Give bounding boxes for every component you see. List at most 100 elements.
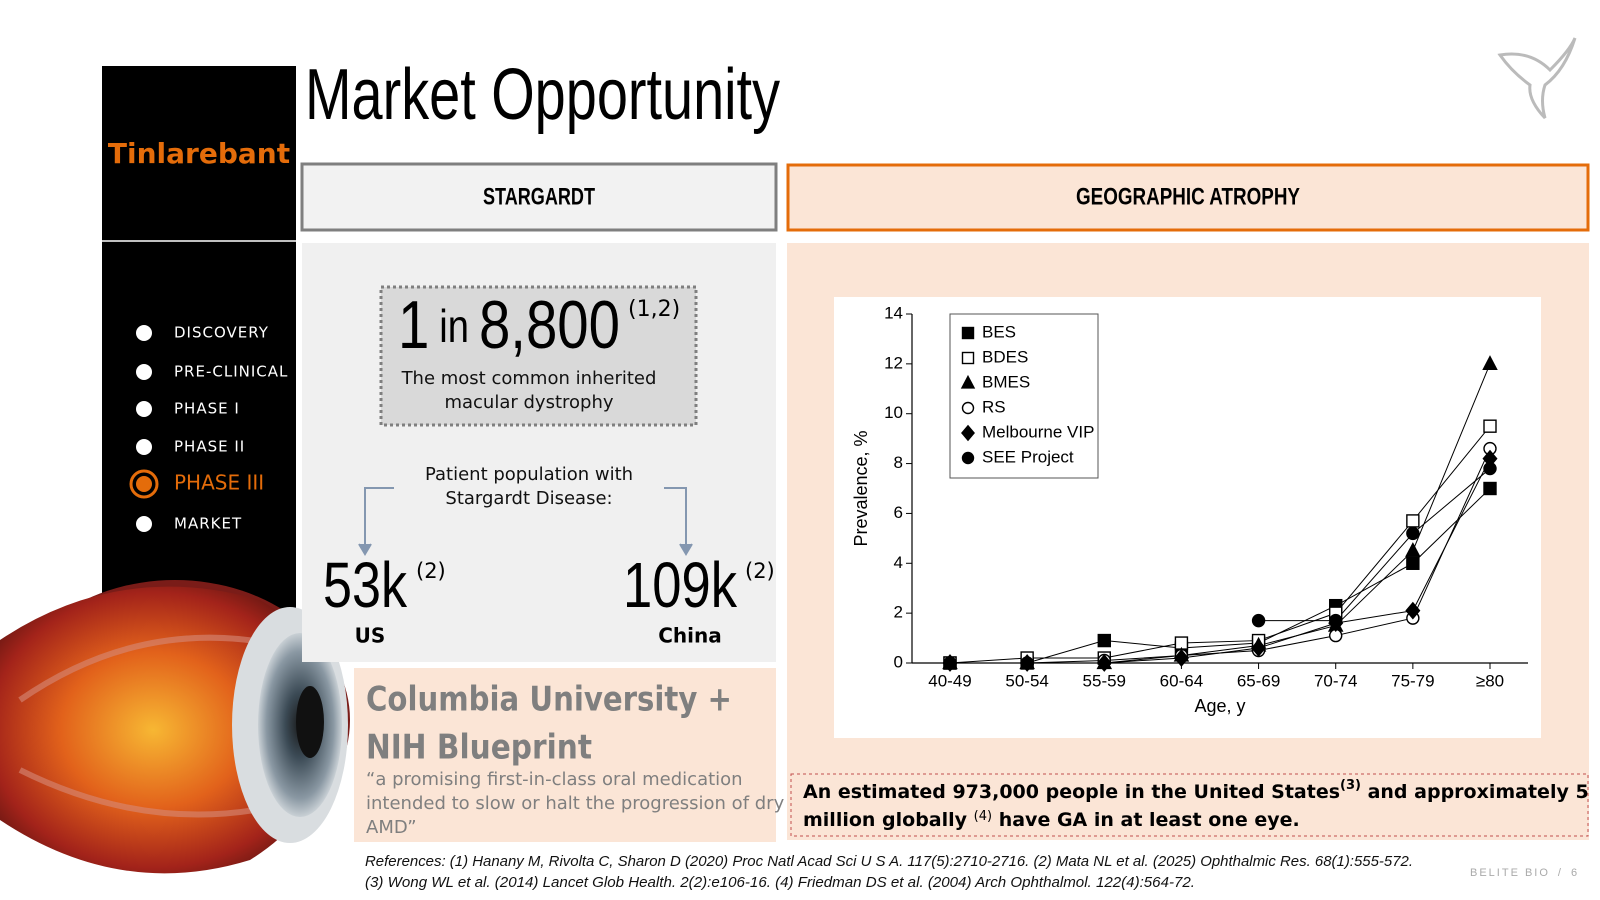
legend-marker [961, 451, 975, 465]
logo [1497, 37, 1577, 120]
legend-marker [961, 424, 975, 442]
phase-dot [136, 325, 152, 341]
data-point [1251, 613, 1266, 628]
legend-label: BDES [982, 347, 1028, 366]
prevalence-part: 8,800 [479, 287, 620, 363]
region-value: 109k [623, 549, 738, 621]
population-label: Stargardt Disease: [445, 488, 612, 509]
data-point [1173, 649, 1189, 667]
stargardt-heading: STARGARDT [483, 183, 595, 210]
note-box [790, 773, 1589, 837]
y-tick-label: 4 [894, 553, 903, 572]
data-point [1097, 633, 1111, 648]
brand: BELITE BIO [1470, 867, 1550, 879]
y-axis-label: Prevalence, % [851, 430, 871, 546]
ga-heading: GEOGRAPHIC ATROPHY [1076, 183, 1300, 210]
eye-illustration [0, 580, 350, 874]
phase-label: PRE-CLINICAL [174, 363, 288, 381]
y-tick-label: 8 [894, 453, 903, 472]
phase-dot [136, 364, 152, 380]
note-ref: (4) [974, 809, 992, 824]
legend-label: BES [982, 322, 1016, 341]
quote: intended to slow or halt the progression… [366, 793, 785, 814]
phase-label: DISCOVERY [174, 324, 269, 342]
region-ref: (2) [745, 559, 775, 583]
data-point [1405, 601, 1421, 620]
ga-header [786, 163, 1590, 232]
phase-list: DISCOVERY PRE-CLINICAL PHASE I PHASE II PHAS… [129, 324, 288, 533]
note-text: An estimated 973,000 people in the Unite… [803, 781, 1340, 803]
footer: BELITE BIO / 6 [1470, 867, 1579, 879]
y-tick-label: 14 [884, 303, 903, 322]
product-name: Tinlarebant [108, 137, 290, 170]
reference: References: (1) Hanany M, Rivolta C, Sha… [365, 854, 1413, 870]
population-label: Patient population with [425, 464, 633, 485]
x-axis-label: Age, y [1194, 696, 1245, 716]
columbia-title: NIH Blueprint [366, 728, 592, 768]
phase-dot [136, 439, 152, 455]
data-point [1483, 461, 1497, 476]
legend-marker [960, 374, 976, 389]
x-tick-label: ≥80 [1476, 671, 1504, 690]
reference: (3) Wong WL et al. (2014) Lancet Glob He… [365, 875, 1195, 891]
phase-label: PHASE II [174, 438, 245, 456]
note-text: million globally [803, 809, 974, 831]
phase-dot [129, 469, 159, 499]
data-point [1482, 355, 1498, 370]
phase-dot [136, 401, 152, 417]
note-text: and approximately 5 [1361, 781, 1589, 803]
sidebar [102, 66, 296, 626]
note: An estimated 973,000 people in the Unite… [803, 778, 1589, 803]
series-line [950, 488, 1491, 664]
series-line [949, 425, 1491, 664]
data-point [1251, 639, 1267, 657]
prevalence-part: 1 [398, 287, 429, 363]
prevalence-box [379, 285, 698, 427]
data-point [1406, 526, 1420, 541]
phase-label: PHASE III [174, 471, 264, 495]
y-tick-label: 0 [894, 652, 903, 671]
x-tick-label: 60-64 [1160, 671, 1203, 690]
data-point [1483, 481, 1497, 496]
legend-label: SEE Project [982, 447, 1074, 466]
columbia-title: Columbia University + [366, 680, 732, 720]
x-tick-label: 55-59 [1083, 671, 1126, 690]
page-number: 6 [1571, 867, 1579, 879]
prevalence: 1in8,800 [398, 287, 620, 363]
description: The most common inherited [401, 368, 657, 389]
phase-label: MARKET [174, 515, 242, 533]
x-tick-label: 65-69 [1237, 671, 1280, 690]
note-text: have GA in at least one eye. [992, 809, 1300, 831]
region-label: China [658, 624, 722, 648]
data-point [1019, 654, 1035, 672]
legend-label: Melbourne VIP [982, 422, 1094, 441]
legend-label: BMES [982, 372, 1030, 391]
legend-marker [961, 351, 975, 365]
series-line [1258, 468, 1491, 622]
series-line [950, 458, 1491, 664]
data-point [1483, 419, 1497, 433]
page-title: Market Opportunity [305, 55, 780, 135]
phase-label: PHASE I [174, 400, 240, 418]
region-label: US [355, 624, 386, 648]
data-point [942, 654, 958, 672]
y-tick-label: 12 [884, 353, 903, 372]
note: million globally (4) have GA in at least… [803, 809, 1300, 831]
data-point [1096, 654, 1112, 672]
region-ref: (2) [416, 559, 446, 583]
legend-label: RS [982, 397, 1006, 416]
description: macular dystrophy [444, 392, 613, 413]
phase-dot [136, 476, 152, 492]
data-point [1405, 542, 1421, 557]
stargardt-header [300, 162, 778, 232]
legend [949, 313, 1099, 479]
data-point [1329, 613, 1343, 628]
legend-marker [961, 326, 975, 340]
x-tick-label: 70-74 [1314, 671, 1357, 690]
prevalence-part: in [439, 300, 469, 352]
legend-marker [961, 401, 975, 415]
y-tick-label: 10 [884, 403, 903, 422]
separator: / [1558, 867, 1563, 879]
chart: 0 2 4 6 8 10 12 14 40-49 50-54 55-59 60-64 65-69 70-7… [851, 303, 1528, 716]
